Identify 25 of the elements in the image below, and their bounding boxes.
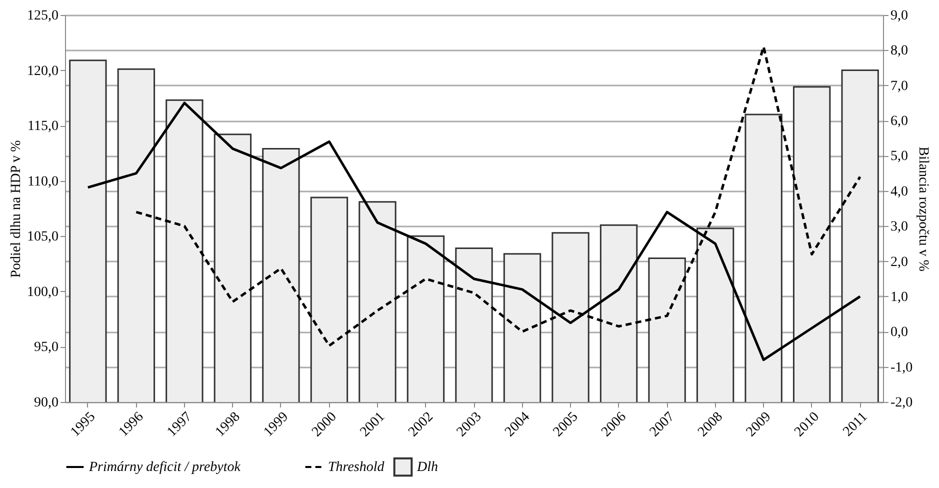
- y2-tick-label: 1,0: [890, 290, 908, 305]
- y-tick-label: 95,0: [34, 340, 58, 356]
- y2-tick-label: -1,0: [890, 360, 913, 376]
- y-tick-label: 110,0: [28, 174, 58, 190]
- y2-tick-label: 5,0: [890, 149, 908, 164]
- y-tick-label: 125,0: [27, 8, 58, 24]
- y2-tick-label: 3,0: [890, 220, 908, 235]
- y2-tick-label: 9,0: [890, 8, 908, 24]
- y2-tick-label: 0,0: [890, 325, 908, 340]
- y2-tick-label: -2,0: [890, 396, 913, 410]
- legend-label: Threshold: [328, 460, 386, 475]
- y2-tick-label: 8,0: [890, 44, 908, 59]
- y2-tick-label: 7,0: [890, 78, 908, 94]
- y-tick-label: 115,0: [28, 119, 58, 134]
- y2-axis-title: Bilancia rozpočtu v %: [916, 146, 931, 272]
- legend-label: Dlh: [416, 460, 438, 475]
- y-tick-label: 120,0: [27, 64, 58, 79]
- legend-label: Primárny deficit / prebytok: [88, 460, 242, 475]
- y-tick-label: 100,0: [27, 284, 58, 300]
- y2-tick-label: 2,0: [890, 254, 908, 270]
- y2-tick-label: 4,0: [890, 184, 908, 200]
- y-tick-label: 90,0: [34, 396, 58, 410]
- y-axis-title: Podiel dlhu na HDP v %: [9, 140, 24, 278]
- y-tick-label: 105,0: [27, 230, 58, 245]
- y2-tick-label: 6,0: [890, 114, 908, 130]
